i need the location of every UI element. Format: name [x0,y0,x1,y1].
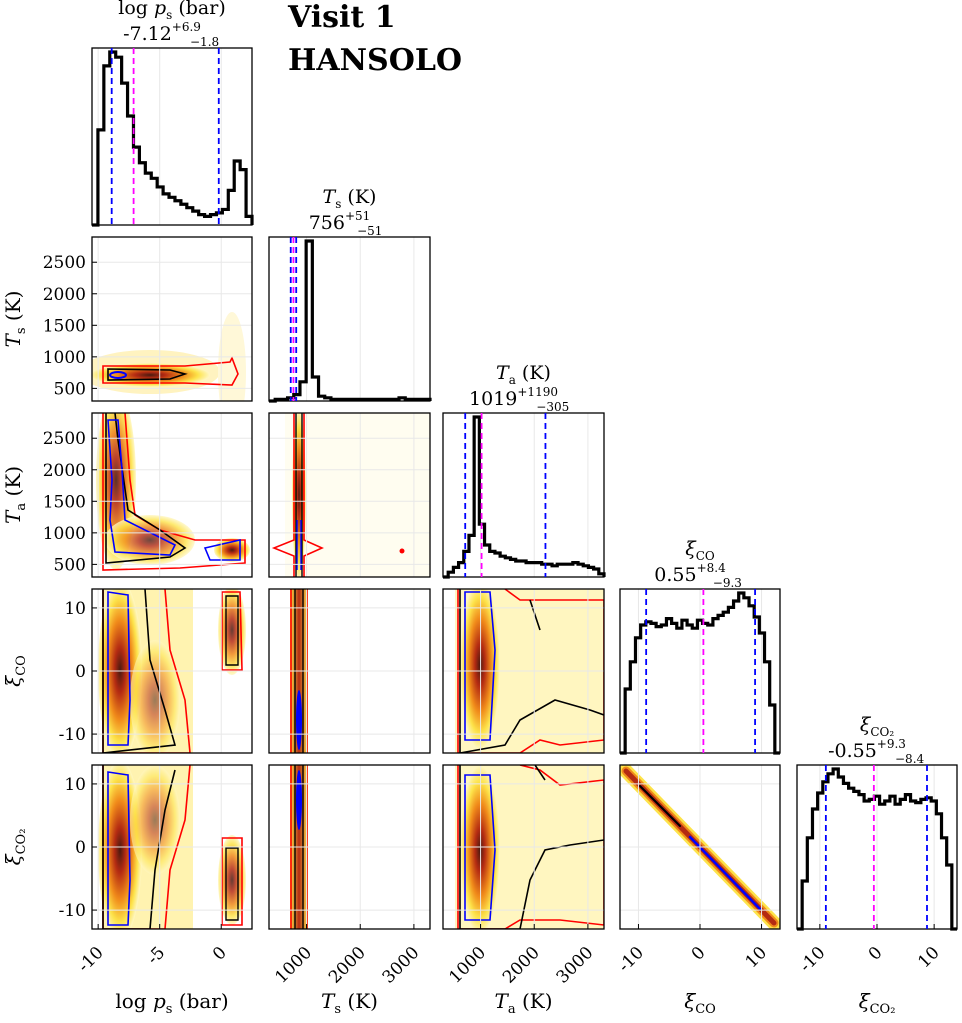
param-summary-lower-3: −305 [536,400,569,414]
panel-frame [442,588,605,754]
param-summary-lower-5: −8.4 [895,752,925,766]
y-tick-label: -10 [59,725,86,745]
x-axis-label-1: log ps (bar) [115,989,228,1017]
param-summary-4: 0.55+8.4 [654,561,726,586]
param-summary-lower-4: −9.3 [713,576,742,590]
panel-frame [91,47,253,226]
y-tick-label: 2500 [43,253,86,273]
density-ps-ts [92,237,252,401]
x-tick-label: -10 [74,943,108,977]
param-summary-lower-1: −1.8 [190,35,219,49]
x-tick-label: 10 [742,943,771,972]
y-tick-label: 0 [75,662,86,682]
y-tick-label: 10 [64,599,86,619]
x-axis-label-3: Ta (K) [494,989,552,1017]
density-ta-xico [443,589,604,753]
y-axis-label-3: Ta (K) [1,466,29,524]
x-axis-label-5: ξCO₂ [859,989,896,1017]
figure-title-line1: Visit 1 [287,0,396,35]
y-tick-label: 2000 [43,285,86,305]
x-tick-label: 10 [914,943,943,972]
x-tick-label: 1000 [271,943,316,988]
panel-frame [442,764,605,930]
histogram-2 [269,239,432,403]
param-title-5: ξCO₂ [860,714,894,739]
panel-frame [268,412,431,578]
histogram-3 [443,415,606,579]
param-summary-lower-2: −51 [357,224,382,238]
y-tick-label: 1000 [43,524,86,544]
panel-frame [91,412,253,578]
y-tick-label: 2500 [43,429,86,449]
x-axis-label-2: Ts (K) [321,989,378,1017]
y-tick-label: 1000 [43,348,86,368]
x-tick-label: -10 [614,943,648,977]
y-tick-label: 500 [54,555,86,575]
y-tick-label: 10 [64,775,86,795]
x-tick-label: 2000 [325,943,370,988]
x-tick-label: 3000 [379,943,424,988]
x-tick-label: 3000 [553,943,598,988]
figure-title-line2: HANSOLO [288,43,462,78]
density-ts-ta [269,413,430,577]
param-title-1: log ps (bar) [118,0,226,22]
y-tick-label: 1500 [43,492,86,512]
y-tick-label: 1500 [43,316,86,336]
param-summary-3: 1019+1190 [469,385,558,410]
panel-frame [91,236,253,402]
x-tick-label: -5 [143,943,169,969]
y-tick-label: 0 [75,838,86,858]
panel-frame [268,588,431,754]
y-axis-label-4: ξCO [1,655,29,687]
x-tick-label: 1000 [445,943,490,988]
density-ta-xico2 [443,765,604,929]
y-tick-label: -10 [59,901,86,921]
density-ps-ta [92,413,252,577]
panel-frame [619,588,781,754]
x-tick-label: 0 [865,943,887,965]
panel-frame [268,764,431,930]
histogram-5 [797,767,957,931]
x-tick-label: 2000 [499,943,544,988]
histogram-1 [92,50,254,227]
param-summary-1: -7.12+6.9 [123,20,201,45]
y-axis-label-2: Ts (K) [1,291,29,348]
x-tick-label: 0 [688,943,710,965]
param-summary-2: 756+51 [309,209,371,234]
param-title-3: Ta (K) [496,362,551,387]
param-title-2: Ts (K) [323,186,377,211]
density-ps-xico [92,589,252,753]
x-tick-label: 0 [209,943,231,965]
x-tick-label: -10 [796,943,830,977]
y-axis-label-5: ξCO₂ [1,829,29,866]
panel-frame [442,412,605,578]
x-axis-label-4: ξCO [684,989,716,1017]
param-title-4: ξCO [685,538,715,563]
density-ps-xico2 [92,765,252,929]
y-tick-label: 2000 [43,461,86,481]
param-summary-5: -0.55+9.3 [828,737,906,762]
y-tick-label: 500 [54,379,86,399]
